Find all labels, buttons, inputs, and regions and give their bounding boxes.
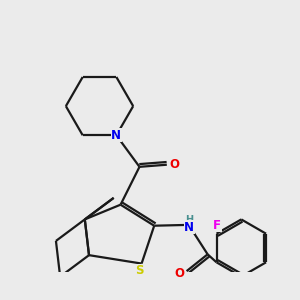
Text: N: N <box>111 129 121 142</box>
Text: S: S <box>135 264 144 277</box>
Text: H: H <box>185 215 193 225</box>
Text: O: O <box>174 267 184 280</box>
Text: N: N <box>184 221 194 234</box>
Text: O: O <box>169 158 179 171</box>
Text: F: F <box>213 219 221 232</box>
